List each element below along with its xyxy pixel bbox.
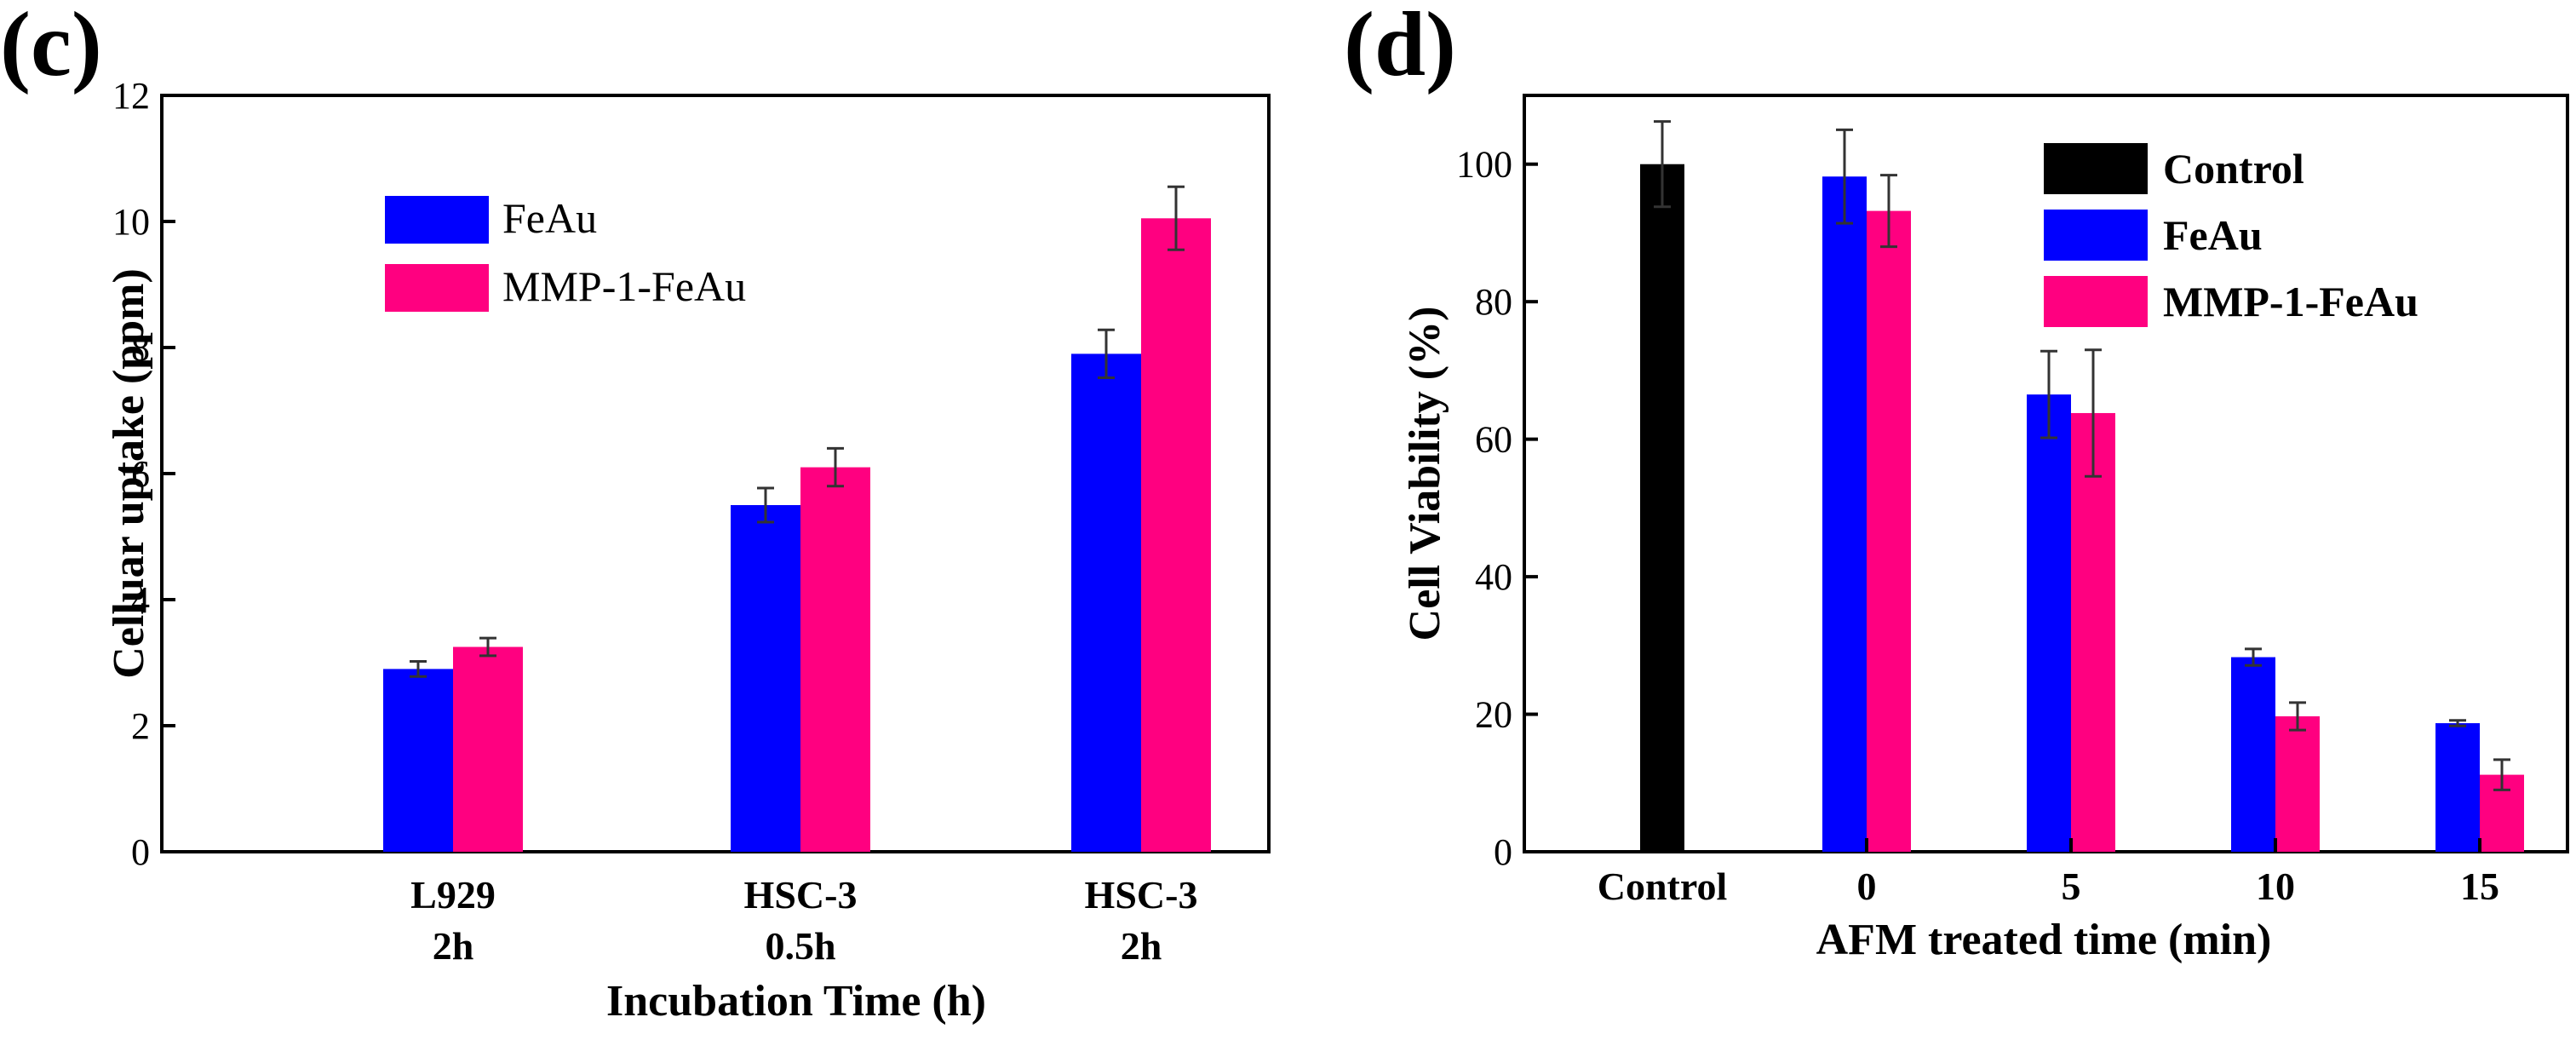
x-axis-c: L929 2h HSC-3 0.5h HSC-3 2h xyxy=(410,873,1197,968)
legend-label-mmp: MMP-1-FeAu xyxy=(502,262,746,310)
error-bar-c-FeAu-1 xyxy=(757,486,774,524)
x-axis-title-d: AFM treated time (min) xyxy=(1816,916,2272,964)
bar-d-FeAu-3 xyxy=(2231,657,2275,852)
x-tick-label-c-0-line2: 2h xyxy=(433,924,474,968)
error-bar-d-MMP-1-FeAu-2 xyxy=(2085,348,2102,478)
panel-label-d: (d) xyxy=(1344,0,1456,95)
legend-label-mmp-d: MMP-1-FeAu xyxy=(2163,278,2418,325)
y-axis-c: 0 2 4 6 8 10 12 xyxy=(112,75,175,873)
y-axis-title-d: Cell Viability (%) xyxy=(1401,307,1449,641)
bar-c-MMP-1-FeAu-1 xyxy=(800,467,870,852)
legend-swatch-feau-d xyxy=(2044,210,2148,261)
bars-d xyxy=(1640,120,2524,853)
error-bar-c-MMP-1-FeAu-0 xyxy=(479,636,496,658)
bars-c xyxy=(383,185,1211,852)
x-tick-label-d-0: Control xyxy=(1598,865,1728,908)
error-bar-d-FeAu-3 xyxy=(2245,647,2262,667)
legend-label-feau: FeAu xyxy=(502,194,597,242)
y-tick-label-c-2: 4 xyxy=(131,579,150,621)
bar-c-FeAu-2 xyxy=(1071,353,1141,852)
y-tick-label-d-4: 80 xyxy=(1475,281,1512,323)
error-bar-d-MMP-1-FeAu-3 xyxy=(2289,701,2306,732)
x-tick-label-c-0-line1: L929 xyxy=(410,873,496,916)
bar-c-MMP-1-FeAu-0 xyxy=(453,646,523,852)
y-tick-label-c-4: 8 xyxy=(131,327,150,369)
bar-d-FeAu-2 xyxy=(2027,394,2071,852)
x-tick-label-d-2: 5 xyxy=(2062,865,2081,908)
error-bar-c-MMP-1-FeAu-2 xyxy=(1168,185,1185,251)
y-tick-label-c-0: 0 xyxy=(131,831,150,873)
bar-d-FeAu-1 xyxy=(1822,176,1867,852)
x-tick-label-d-4: 15 xyxy=(2460,865,2499,908)
error-bar-c-FeAu-2 xyxy=(1098,328,1115,380)
bar-d-Control-0 xyxy=(1640,164,1684,852)
x-axis-d: Control 0 5 10 15 xyxy=(1598,838,2499,908)
y-tick-label-d-1: 20 xyxy=(1475,694,1512,736)
bar-c-MMP-1-FeAu-2 xyxy=(1141,218,1211,852)
y-axis-title-c: Celluar uptake (ppm) xyxy=(105,268,153,679)
error-bar-d-Control-0 xyxy=(1654,120,1671,209)
bar-c-FeAu-0 xyxy=(383,669,453,852)
y-tick-label-c-5: 10 xyxy=(112,201,150,243)
y-tick-label-d-5: 100 xyxy=(1456,144,1512,186)
y-tick-label-c-6: 12 xyxy=(112,75,150,117)
legend-label-control: Control xyxy=(2163,145,2304,192)
x-axis-title-c: Incubation Time (h) xyxy=(606,977,986,1026)
bar-d-MMP-1-FeAu-2 xyxy=(2071,412,2115,853)
legend-c: FeAu MMP-1-FeAu xyxy=(385,194,746,312)
y-tick-label-d-2: 40 xyxy=(1475,556,1512,598)
legend-label-feau-d: FeAu xyxy=(2163,211,2263,259)
panel-d: (d) 0 20 40 60 80 100 Control 0 5 10 15 AFM treat… xyxy=(1344,0,2569,964)
y-tick-label-d-0: 0 xyxy=(1494,831,1512,873)
error-bar-c-MMP-1-FeAu-1 xyxy=(827,446,844,488)
legend-swatch-feau xyxy=(385,196,489,244)
bar-d-MMP-1-FeAu-1 xyxy=(1867,210,1911,852)
y-tick-label-c-3: 6 xyxy=(131,453,150,495)
error-bar-d-FeAu-4 xyxy=(2449,719,2466,727)
x-tick-label-c-1-line1: HSC-3 xyxy=(744,873,858,916)
bar-d-FeAu-4 xyxy=(2435,723,2480,852)
legend-d: Control FeAu MMP-1-FeAu xyxy=(2044,143,2418,327)
legend-swatch-control xyxy=(2044,143,2148,194)
error-bar-c-FeAu-0 xyxy=(410,660,427,678)
bar-c-FeAu-1 xyxy=(731,505,800,852)
x-tick-label-c-2-line1: HSC-3 xyxy=(1085,873,1198,916)
x-tick-label-c-2-line2: 2h xyxy=(1121,924,1162,968)
error-bar-d-MMP-1-FeAu-1 xyxy=(1880,174,1897,249)
panel-c: (c) 0 2 4 6 8 10 12 L929 2h HSC-3 0.5h HSC-3 2… xyxy=(0,0,1271,1026)
error-bar-d-FeAu-1 xyxy=(1836,128,1853,225)
x-tick-label-c-1-line2: 0.5h xyxy=(765,924,835,968)
legend-swatch-mmp-d xyxy=(2044,276,2148,327)
legend-swatch-mmp xyxy=(385,264,489,312)
y-axis-d: 0 20 40 60 80 100 xyxy=(1456,144,1538,873)
x-tick-label-d-3: 10 xyxy=(2256,865,2295,908)
panel-label-c: (c) xyxy=(0,0,102,95)
x-tick-label-d-1: 0 xyxy=(1857,865,1877,908)
y-tick-label-c-1: 2 xyxy=(131,705,150,747)
error-bar-d-FeAu-2 xyxy=(2040,349,2057,440)
bar-d-MMP-1-FeAu-3 xyxy=(2275,715,2320,852)
error-bar-d-MMP-1-FeAu-4 xyxy=(2493,758,2510,791)
y-tick-label-d-3: 60 xyxy=(1475,419,1512,461)
